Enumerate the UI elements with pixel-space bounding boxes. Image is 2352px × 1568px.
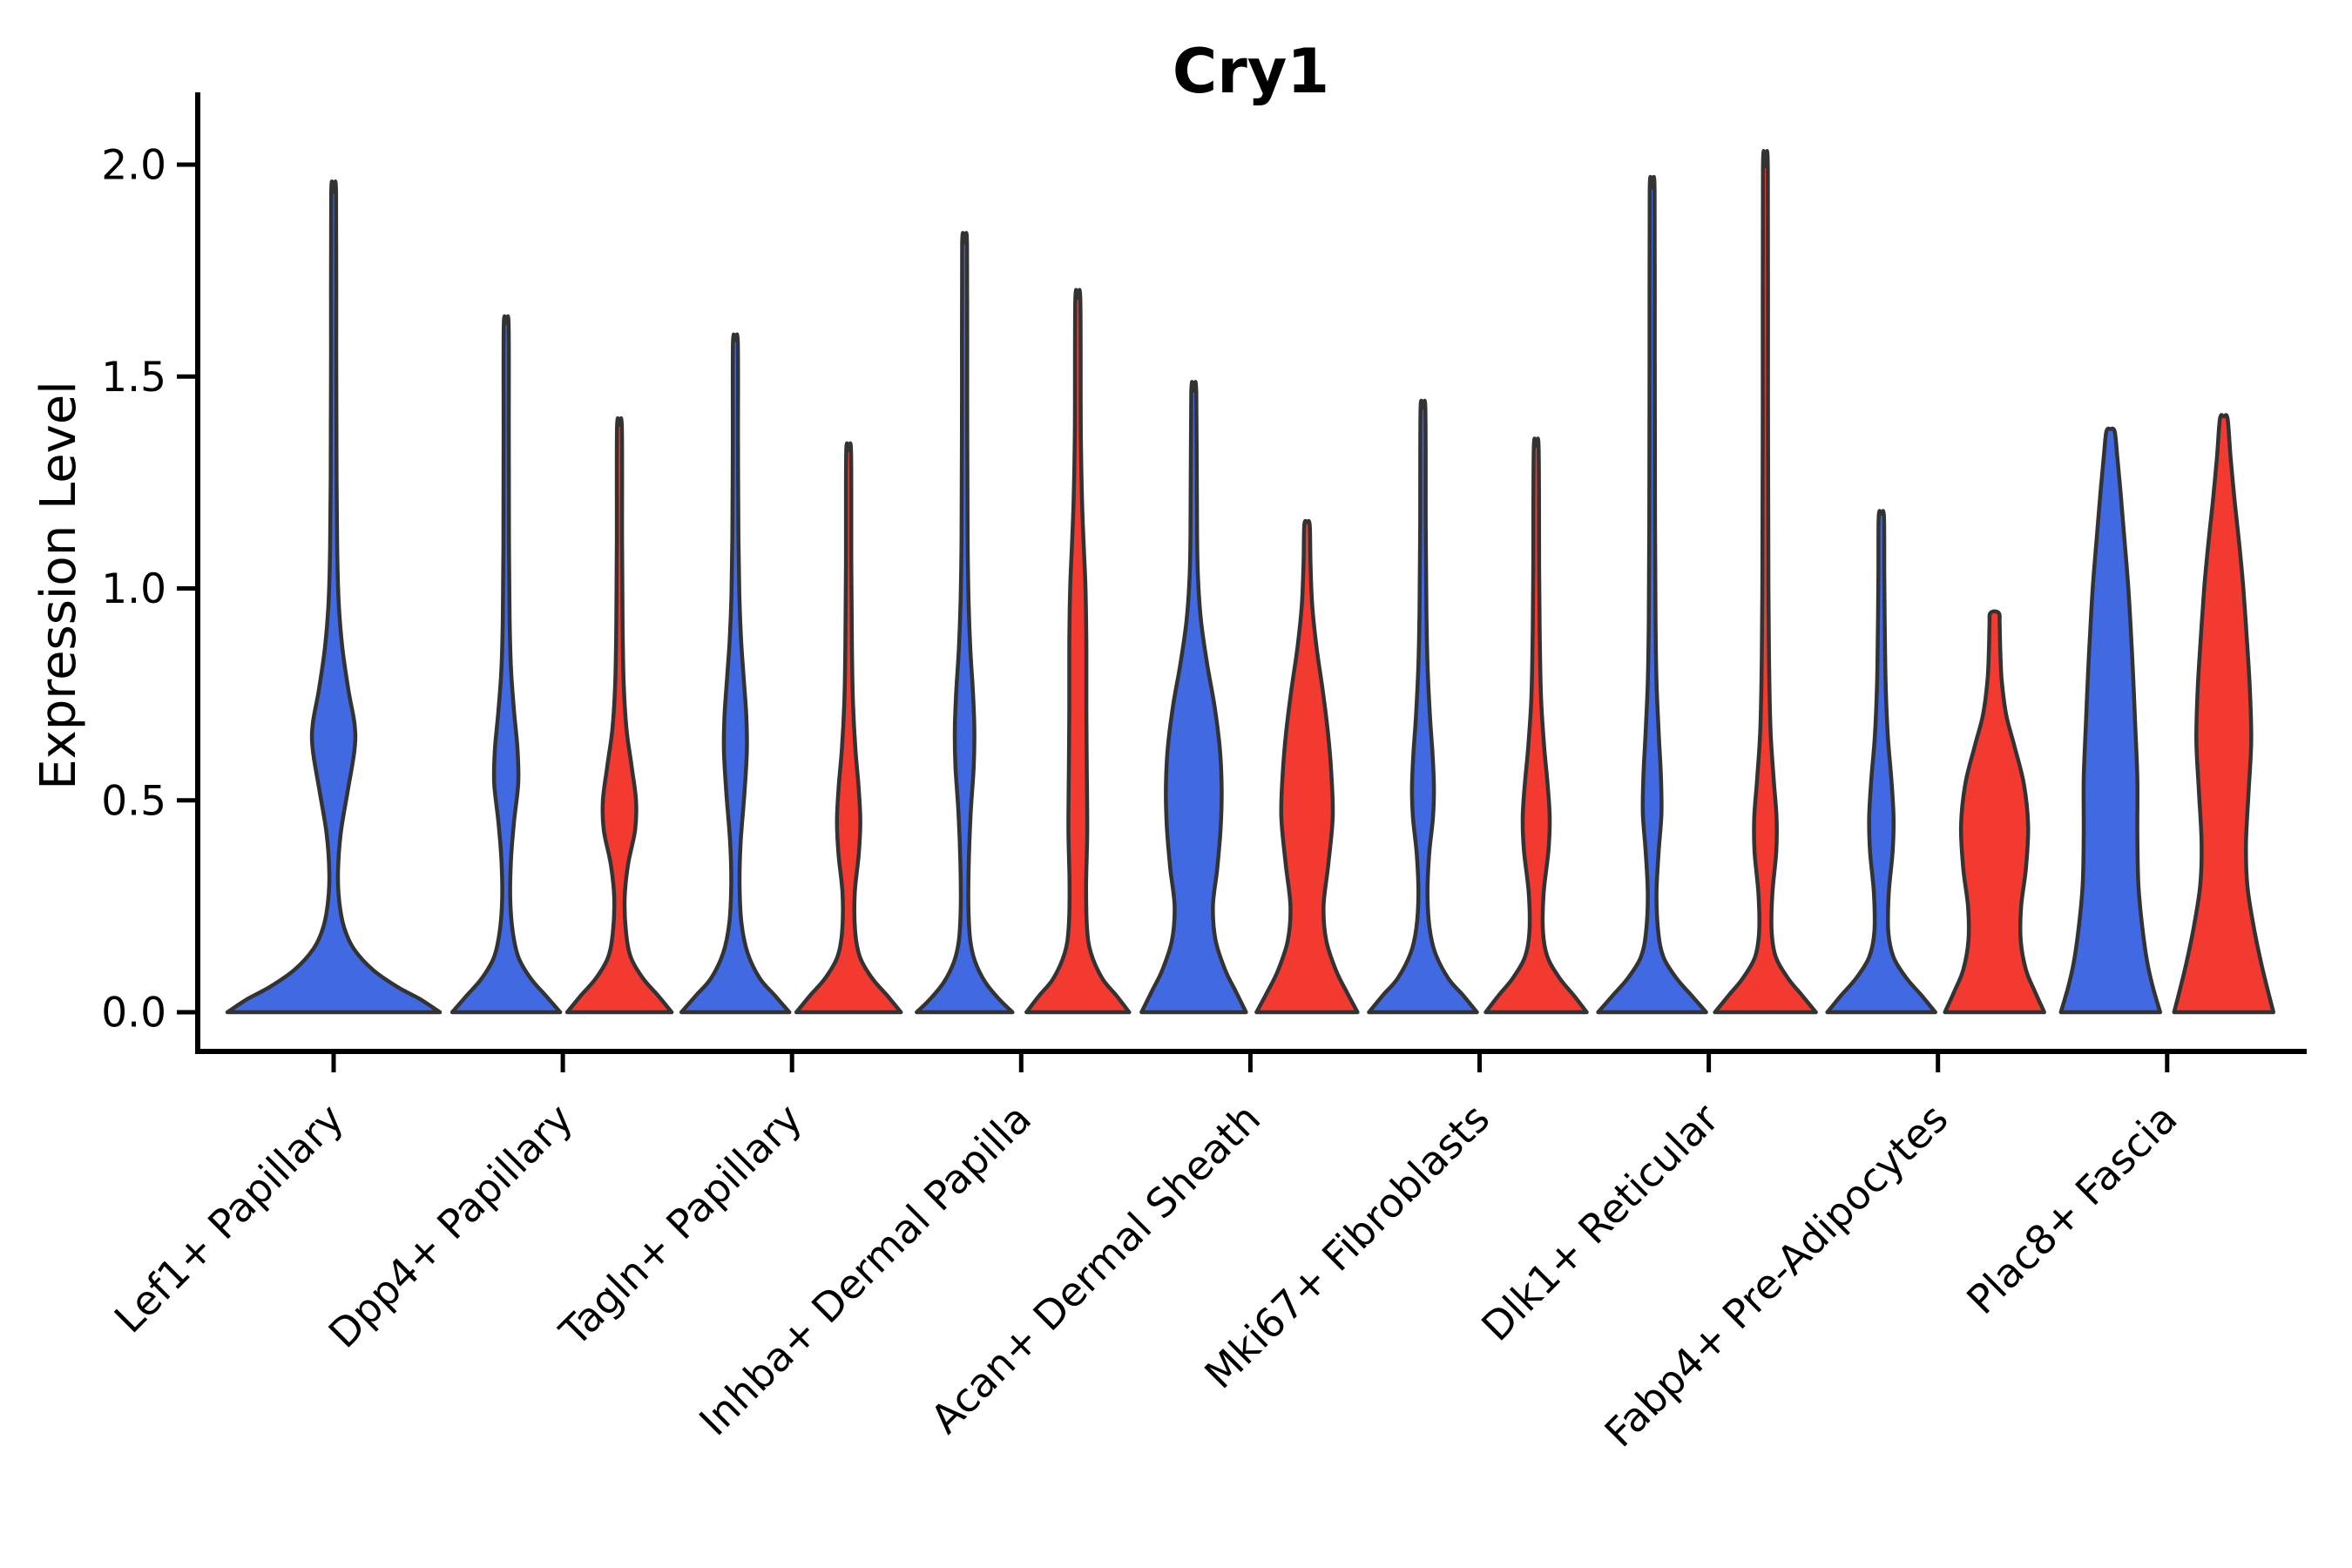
- x-tick-label: Dlk1+ Reticular: [1472, 1095, 1727, 1350]
- x-tick-label: Tagln+ Papillary: [550, 1095, 811, 1356]
- y-tick-label: 0.0: [101, 990, 166, 1037]
- axes-layer: [177, 92, 2307, 1072]
- violin-5-blue: [1367, 398, 1479, 1015]
- violin-7-red: [1943, 609, 2046, 1015]
- violin-4-red: [1254, 518, 1360, 1015]
- y-tick-label: 1.0: [101, 565, 166, 613]
- violin-3-blue: [915, 231, 1015, 1015]
- x-tick-label: Lef1+ Papillary: [105, 1095, 353, 1342]
- violin-6-red: [1713, 149, 1818, 1015]
- x-tick-label: Dpp4+ Papillary: [320, 1095, 582, 1357]
- violin-2-blue: [679, 332, 792, 1015]
- violin-4-blue: [1139, 380, 1248, 1015]
- violin-1-blue: [449, 314, 563, 1015]
- violin-0-blue: [225, 179, 443, 1015]
- y-tick-labels: 0.0 0.5 1.0 1.5 2.0: [101, 142, 166, 1037]
- y-axis-label: Expression Level: [30, 381, 87, 790]
- chart-title: Cry1: [1173, 36, 1329, 107]
- violin-7-blue: [1825, 509, 1937, 1015]
- violin-5-red: [1484, 436, 1589, 1015]
- violin-6-blue: [1596, 174, 1708, 1015]
- x-tick-label: Plac8+ Fascia: [1957, 1095, 2186, 1323]
- violin-3-red: [1024, 287, 1132, 1015]
- y-tick-label: 0.5: [101, 777, 166, 825]
- violin-2-red: [794, 441, 903, 1015]
- violin-8-red: [2172, 413, 2276, 1015]
- y-tick-label: 2.0: [101, 142, 166, 190]
- violin-8-blue: [2058, 426, 2163, 1015]
- violins-layer: [225, 149, 2276, 1015]
- violin-1-red: [564, 416, 674, 1015]
- y-tick-label: 1.5: [101, 354, 166, 402]
